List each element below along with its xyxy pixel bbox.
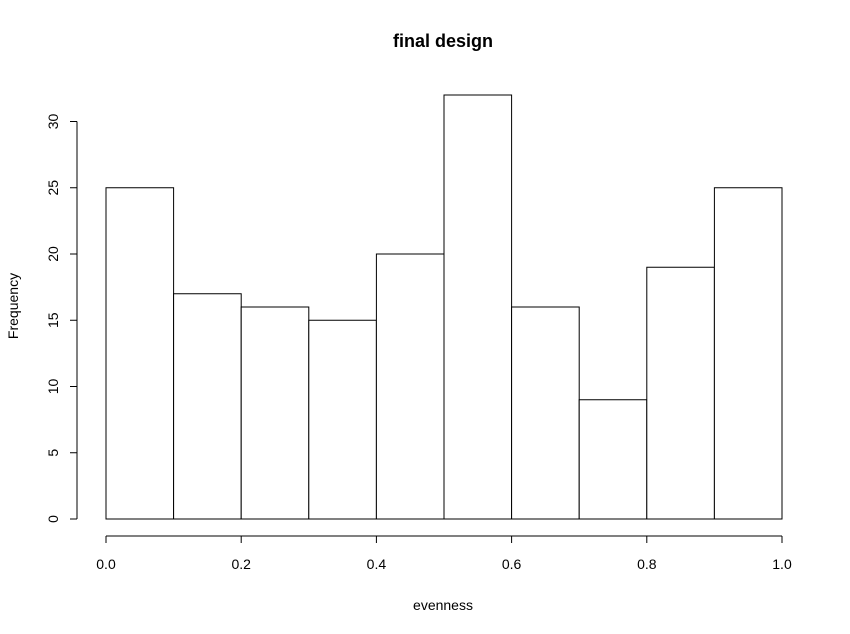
- y-tick-label-2: 10: [45, 379, 61, 395]
- histogram-bar-9: [713, 187, 783, 520]
- histogram-bar-3: [308, 319, 377, 520]
- y-tick-label-5: 25: [45, 180, 61, 196]
- histogram-bar-7: [578, 399, 648, 520]
- y-tick-label-4: 20: [45, 246, 61, 262]
- histogram-bar-5: [443, 94, 513, 520]
- y-tick-label-3: 15: [45, 312, 61, 328]
- x-tick-label-4: 0.8: [637, 556, 657, 572]
- histogram-bar-2: [240, 306, 310, 520]
- chart-title: final design: [393, 31, 493, 51]
- x-tick-label-1: 0.2: [231, 556, 251, 572]
- histogram-bar-6: [511, 306, 580, 520]
- histogram-bar-8: [646, 266, 715, 520]
- x-tick-label-0: 0.0: [96, 556, 116, 572]
- bars-group: [105, 94, 783, 520]
- y-tick-label-6: 30: [45, 114, 61, 130]
- y-tick-label-1: 5: [45, 449, 61, 457]
- x-tick-label-2: 0.4: [367, 556, 387, 572]
- histogram-bar-1: [173, 293, 242, 520]
- y-axis-label: Frequency: [5, 273, 21, 339]
- x-tick-label-5: 1.0: [772, 556, 792, 572]
- y-axis: 0 5 10 15 20 25 30: [45, 114, 78, 523]
- histogram-bar-4: [375, 253, 445, 520]
- x-tick-label-3: 0.6: [502, 556, 522, 572]
- x-axis: 0.0 0.2 0.4 0.6 0.8 1.0: [96, 535, 792, 572]
- x-axis-label: evenness: [413, 597, 473, 613]
- histogram-bar-0: [105, 187, 175, 520]
- y-tick-label-0: 0: [45, 515, 61, 523]
